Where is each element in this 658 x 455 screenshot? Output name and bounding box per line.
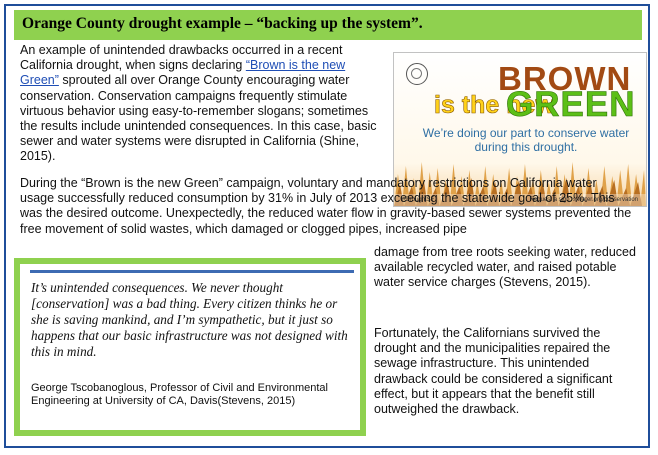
title-banner: Orange County drought example – “backing… <box>14 10 642 40</box>
intro-text-start: An example of unintended drawbacks occur… <box>20 43 343 73</box>
poster-request-text: Request a sign: sfwater.org/conservation <box>529 197 638 203</box>
quote-text: It’s unintended consequences. We never t… <box>31 280 348 359</box>
city-seal-icon <box>406 63 428 85</box>
quote-divider <box>30 270 354 273</box>
grass-illustration-icon <box>394 162 646 206</box>
poster-social-handle: #DroughtSF <box>402 197 435 203</box>
quote-callout: It’s unintended consequences. We never t… <box>14 258 366 436</box>
quote-attribution: George Tscobanoglous, Professor of Civil… <box>31 382 328 407</box>
intro-text-end: sprouted all over Orange County encourag… <box>20 73 377 164</box>
poster-footer: #DroughtSF Request a sign: sfwater.org/c… <box>394 194 646 206</box>
campaign-paragraph: During the “Brown is the new Green” camp… <box>20 176 632 236</box>
poster-word-green: GREEN <box>506 85 636 124</box>
campaign-paragraph-continued: damage from tree roots seeking water, re… <box>374 245 636 290</box>
conclusion-paragraph: Fortunately, the Californians survived t… <box>374 326 613 417</box>
brown-is-new-green-link[interactable]: “Brown is the new Green” <box>20 58 346 88</box>
intro-paragraph: An example of unintended drawbacks occur… <box>20 43 384 165</box>
poster-word-is-the-new: is the new <box>434 91 555 120</box>
page-title: Orange County drought example – “backing… <box>22 15 423 32</box>
brown-is-new-green-poster: BROWN is the new GREEN We’re doing our p… <box>393 52 647 207</box>
poster-word-brown: BROWN <box>498 60 632 97</box>
poster-tagline: We’re doing our part to conserve water d… <box>422 126 630 154</box>
